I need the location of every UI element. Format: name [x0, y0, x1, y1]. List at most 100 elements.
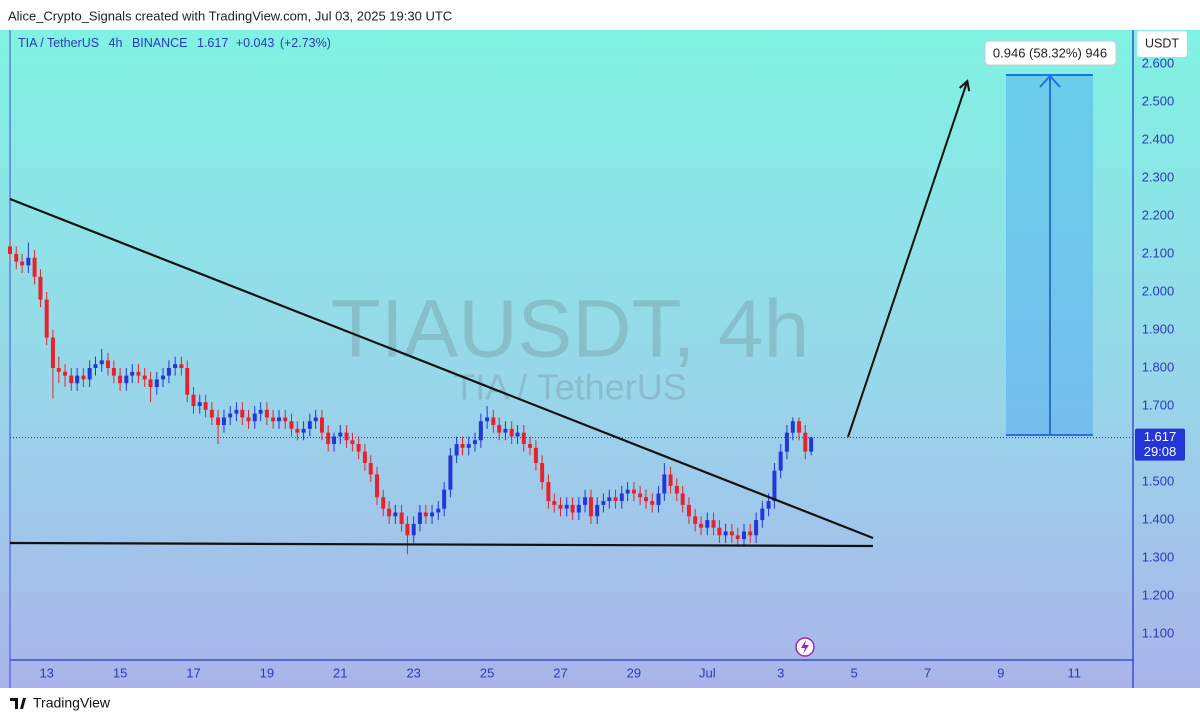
last-price-label: 1.617 [1144, 429, 1177, 444]
candle-body [509, 428, 514, 437]
watermark-subtitle: TIA / TetherUS [453, 367, 686, 408]
candle-body [533, 447, 538, 464]
lightning-glyph [801, 640, 809, 654]
header-text: Alice_Crypto_Signals created with Tradin… [8, 8, 452, 23]
candle-body [63, 371, 68, 376]
header-bar [0, 0, 1200, 30]
candle-body [772, 470, 777, 502]
candle-body [14, 253, 19, 262]
candle-body [295, 428, 300, 433]
candle-body [374, 474, 379, 498]
candle-body [546, 482, 551, 502]
candle-body [650, 501, 655, 505]
footer-text: TradingView [33, 695, 111, 711]
candle-body [442, 489, 447, 509]
x-tick-label: 9 [997, 665, 1004, 680]
candle-body [405, 523, 410, 536]
candle-body [252, 413, 257, 422]
y-tick-label: 2.200 [1142, 207, 1175, 222]
candle-body [50, 337, 55, 369]
x-tick-label: 19 [260, 665, 274, 680]
candle-body [699, 523, 704, 528]
countdown-label: 29:08 [1144, 444, 1177, 459]
candle-body [784, 432, 789, 452]
projection-arrow [847, 82, 967, 438]
candle-body [503, 428, 508, 433]
candle-body [515, 432, 520, 437]
candle-body [173, 364, 178, 369]
legend-change: +0.043 [236, 36, 275, 50]
candle-body [717, 527, 722, 536]
candle-body [142, 375, 147, 380]
candle-body [307, 421, 312, 429]
candle-body [729, 531, 734, 536]
unit-box [1137, 31, 1187, 57]
candle-body [417, 512, 422, 524]
candle-body [56, 368, 61, 372]
x-tick-label: 11 [1068, 665, 1082, 680]
candle-body [478, 421, 483, 441]
candle-body [466, 444, 471, 448]
legend-symbol: TIA / TetherUS [18, 36, 99, 50]
x-tick-label: 5 [850, 665, 857, 680]
candle-body [662, 474, 667, 494]
candle-body [778, 451, 783, 471]
x-tick-label: 13 [39, 665, 53, 680]
candle-body [118, 375, 123, 384]
candle-body [595, 504, 600, 517]
candle-body [576, 504, 581, 513]
candle-body [191, 394, 196, 407]
candle-body [643, 497, 648, 502]
candle-body [362, 451, 367, 464]
footer-logo[interactable]: TradingView [10, 695, 111, 711]
descending-trendline [9, 197, 874, 540]
candle-body [766, 501, 771, 509]
candle-body [26, 257, 31, 266]
x-tick-label: 17 [186, 665, 200, 680]
y-tick-label: 1.800 [1142, 359, 1175, 374]
candle-body [161, 375, 166, 380]
footer-bar [0, 688, 1200, 722]
candle-body [454, 444, 459, 456]
candle-body [588, 497, 593, 517]
candle-body [668, 474, 673, 486]
candle-body [216, 417, 221, 426]
candle-body [711, 520, 716, 528]
candle-body [87, 368, 92, 380]
candle-body [221, 417, 226, 426]
candle-body [619, 493, 624, 502]
candle-body [797, 421, 802, 433]
candle-body [674, 485, 679, 494]
candle-body [448, 455, 453, 490]
lightning-icon[interactable] [795, 637, 815, 657]
candle-body [234, 409, 239, 414]
candle-body [154, 379, 159, 388]
watermark: TIAUSDT, 4h [331, 284, 809, 375]
candle-body [809, 437, 814, 452]
y-unit: USDT [1145, 36, 1179, 50]
candle-body [558, 504, 563, 509]
x-tick-label: Jul [699, 665, 716, 680]
chart-background [0, 30, 1200, 688]
x-tick-label: 23 [406, 665, 420, 680]
candle-body [44, 299, 49, 338]
candle-body [368, 463, 373, 475]
candle-body [136, 371, 141, 376]
candle-body [760, 508, 765, 521]
candle-body [570, 504, 575, 513]
y-tick-label: 1.300 [1142, 550, 1175, 565]
candle-body [69, 375, 74, 384]
candle-body [638, 493, 643, 498]
candle-body [613, 497, 618, 502]
measure-arrowhead [1039, 74, 1061, 88]
candle-body [680, 493, 685, 505]
candle-body [656, 493, 661, 505]
candle-body [631, 489, 636, 494]
candle-body [790, 421, 795, 433]
x-tick-label: 25 [480, 665, 494, 680]
legend-change-pct: (+2.73%) [280, 36, 331, 50]
candle-body [32, 257, 37, 277]
x-tick-label: 29 [627, 665, 641, 680]
candle-body [491, 417, 496, 426]
